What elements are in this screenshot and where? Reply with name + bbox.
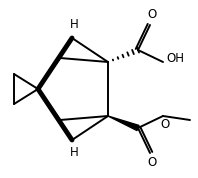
Text: H: H [70,146,78,159]
Text: OH: OH [166,53,184,66]
Text: O: O [147,156,157,169]
Polygon shape [108,116,139,130]
Text: O: O [160,117,170,130]
Text: O: O [147,9,157,22]
Text: H: H [70,19,78,32]
